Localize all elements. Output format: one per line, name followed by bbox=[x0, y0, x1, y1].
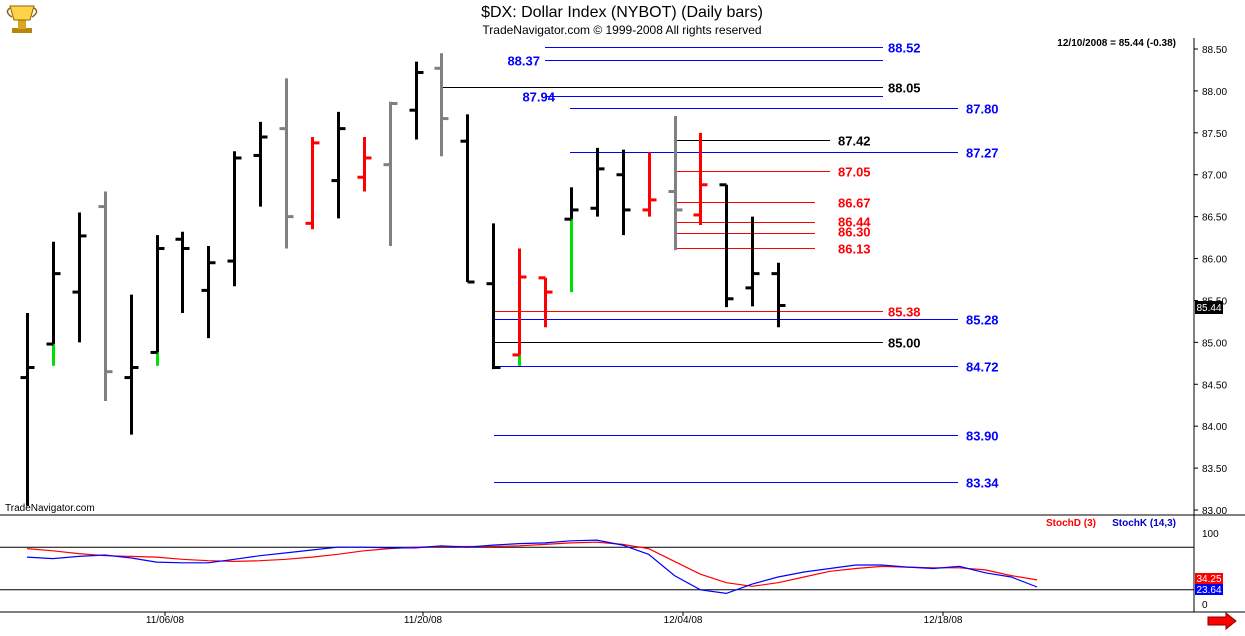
ohlc-bar bbox=[693, 132, 708, 226]
level-label: 86.67 bbox=[838, 196, 871, 211]
ohlc-bar bbox=[719, 183, 734, 308]
ohlc-bar bbox=[227, 151, 242, 287]
level-label: 87.42 bbox=[838, 134, 871, 149]
stoch-tick-label: 100 bbox=[1202, 529, 1219, 540]
legend-stoch-d: StochD (3) bbox=[1046, 518, 1096, 529]
ohlc-bar bbox=[486, 223, 501, 370]
ohlc-bar bbox=[98, 191, 113, 402]
level-label: 83.34 bbox=[966, 476, 999, 491]
stoch-tick-label: 0 bbox=[1202, 600, 1208, 611]
price-tick-label: 84.50 bbox=[1202, 380, 1227, 391]
last-price-label: 85.44 bbox=[1196, 303, 1221, 314]
ohlc-bar bbox=[590, 147, 605, 217]
ohlc-bar bbox=[357, 137, 372, 192]
ohlc-bar bbox=[616, 149, 631, 236]
chart-title: $DX: Dollar Index (NYBOT) (Daily bars) bbox=[481, 4, 763, 21]
ohlc-bar bbox=[434, 53, 449, 157]
ohlc-bar bbox=[150, 235, 165, 366]
price-tick-label: 83.00 bbox=[1202, 506, 1227, 517]
price-tick-label: 83.50 bbox=[1202, 464, 1227, 475]
date-tick-label: 11/20/08 bbox=[404, 615, 443, 626]
price-tick-label: 87.50 bbox=[1202, 129, 1227, 140]
level-lines: 88.52 88.37 88.05 87.94 87.80 87.42 87.27 87.05… bbox=[442, 41, 999, 491]
price-bars bbox=[20, 53, 786, 506]
ohlc-bar bbox=[745, 216, 760, 307]
stoch-k-value-box bbox=[1195, 584, 1223, 595]
stoch-k-line bbox=[26, 539, 1038, 595]
price-tick-label: 87.00 bbox=[1202, 171, 1227, 182]
ohlc-bar bbox=[72, 212, 87, 343]
level-label: 87.94 bbox=[522, 90, 555, 105]
watermark-text: TradeNavigator.com bbox=[5, 503, 95, 514]
level-label: 84.72 bbox=[966, 360, 999, 375]
price-tick-label: 86.50 bbox=[1202, 213, 1227, 224]
ohlc-bar bbox=[668, 116, 683, 251]
price-tick-label: 88.00 bbox=[1202, 87, 1227, 98]
level-label: 87.80 bbox=[966, 102, 999, 117]
ohlc-bar bbox=[279, 78, 294, 249]
level-label: 86.30 bbox=[838, 225, 871, 240]
ohlc-bar bbox=[538, 276, 553, 328]
ohlc-bar bbox=[409, 61, 424, 140]
level-label: 88.37 bbox=[507, 54, 540, 69]
level-label: 87.27 bbox=[966, 146, 999, 161]
trophy-icon[interactable] bbox=[6, 5, 38, 33]
date-tick-label: 12/18/08 bbox=[924, 615, 963, 626]
level-label: 86.44 bbox=[838, 215, 871, 230]
ohlc-bar bbox=[175, 231, 190, 314]
level-label: 86.13 bbox=[838, 242, 871, 257]
level-label: 85.28 bbox=[966, 313, 999, 328]
stoch-d-value: 34.25 bbox=[1196, 574, 1221, 585]
ohlc-bar bbox=[642, 152, 657, 217]
ohlc-bar bbox=[331, 111, 346, 219]
ohlc-bar bbox=[771, 262, 786, 328]
price-tick-label: 85.00 bbox=[1202, 338, 1227, 349]
ohlc-bar bbox=[305, 137, 320, 230]
ohlc-bar bbox=[201, 245, 216, 339]
last-quote-readout: 12/10/2008 = 85.44 (-0.38) bbox=[1057, 38, 1176, 49]
level-label: 87.05 bbox=[838, 165, 871, 180]
last-price-marker: 85.44 bbox=[1195, 301, 1223, 314]
ohlc-bar bbox=[20, 313, 35, 506]
price-tick-label: 86.00 bbox=[1202, 255, 1227, 266]
ohlc-bar bbox=[124, 294, 139, 435]
level-label: 88.05 bbox=[888, 81, 921, 96]
ohlc-bar bbox=[383, 101, 398, 246]
price-tick-label: 88.50 bbox=[1202, 45, 1227, 56]
date-tick-label: 11/06/08 bbox=[146, 615, 185, 626]
date-tick-label: 12/04/08 bbox=[664, 615, 703, 626]
legend-stoch-k: StochK (14,3) bbox=[1112, 518, 1176, 529]
level-label: 88.52 bbox=[888, 41, 921, 56]
scroll-right-arrow-icon[interactable] bbox=[1207, 611, 1237, 631]
stoch-d-value-box bbox=[1195, 573, 1223, 584]
ohlc-bar bbox=[564, 187, 579, 293]
ohlc-bar bbox=[460, 114, 475, 284]
level-label: 83.90 bbox=[966, 429, 999, 444]
price-tick-label: 84.00 bbox=[1202, 422, 1227, 433]
ohlc-bar bbox=[512, 248, 527, 366]
level-label: 85.38 bbox=[888, 305, 921, 320]
stoch-k-value: 23.64 bbox=[1196, 585, 1221, 596]
copyright-subtitle: TradeNavigator.com © 1999-2008 All right… bbox=[482, 23, 761, 37]
ohlc-bar bbox=[253, 121, 268, 207]
level-label: 85.00 bbox=[888, 336, 921, 351]
last-price-box bbox=[1195, 301, 1223, 314]
ohlc-bar bbox=[46, 241, 61, 366]
stoch-d-line bbox=[26, 541, 1038, 587]
date-axis: 11/06/08 11/20/08 12/04/08 12/18/08 bbox=[146, 612, 963, 626]
